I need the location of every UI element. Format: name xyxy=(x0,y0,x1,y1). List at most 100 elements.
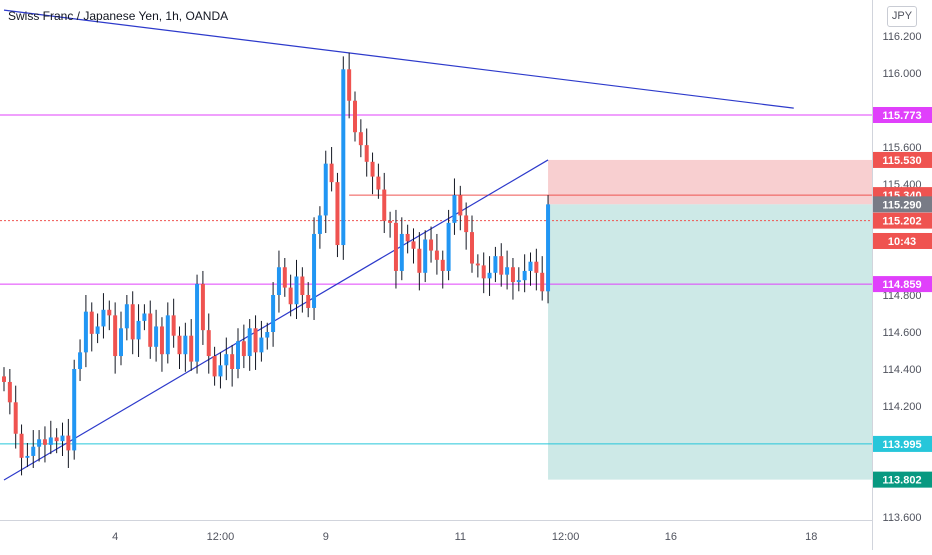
candle-body xyxy=(429,239,434,251)
x-tick-label: 11 xyxy=(455,531,466,543)
candle-body xyxy=(148,313,153,347)
candle-body xyxy=(107,309,112,316)
candle-body xyxy=(7,381,12,403)
candle-body xyxy=(522,270,527,281)
candle-body xyxy=(119,328,123,357)
candle-body xyxy=(370,161,375,177)
candle-body xyxy=(113,315,118,357)
y-tick-label: 114.800 xyxy=(883,290,922,302)
candle-body xyxy=(224,354,229,366)
candle-body xyxy=(241,341,246,357)
candle-body xyxy=(510,267,515,283)
candle-body xyxy=(493,256,498,273)
candle-body xyxy=(48,437,53,445)
candle-body xyxy=(72,369,77,451)
candle-body xyxy=(66,435,71,451)
candle-body xyxy=(177,335,182,355)
candle-body xyxy=(142,313,147,321)
candle-body xyxy=(37,439,42,447)
candle-body xyxy=(89,311,94,334)
candle-body xyxy=(42,439,47,445)
price-label-bg xyxy=(873,232,932,249)
price-label-horizontal-resistance: 115.773 xyxy=(882,110,921,122)
y-tick-label: 114.400 xyxy=(883,364,922,376)
candle-body xyxy=(130,304,135,340)
candle-body xyxy=(312,233,317,308)
candle-body xyxy=(364,145,369,162)
candle-body xyxy=(294,276,299,305)
candle-body xyxy=(101,309,106,327)
candle-body xyxy=(376,176,381,190)
stop-loss-zone xyxy=(548,159,872,205)
candle-body xyxy=(546,204,551,292)
x-tick-label: 12:00 xyxy=(552,531,580,543)
candle-body xyxy=(516,280,521,283)
candle-body xyxy=(95,326,100,334)
candle-body xyxy=(388,221,393,223)
chart-title: Swiss Franc / Japanese Yen, 1h, OANDA xyxy=(8,9,229,23)
y-tick-label: 116.200 xyxy=(883,31,922,43)
candle-body xyxy=(124,304,129,329)
currency-button[interactable]: JPY xyxy=(887,6,917,27)
candle-body xyxy=(2,376,6,382)
candle-body xyxy=(259,337,264,353)
candle-body xyxy=(481,265,486,279)
candle-body xyxy=(341,69,346,246)
candle-body xyxy=(276,267,281,295)
candle-body xyxy=(288,287,293,305)
price-labels: 115.773115.530115.340115.290115.20210:43… xyxy=(873,106,932,488)
price-label-bg xyxy=(873,276,932,293)
candle-body xyxy=(136,320,141,340)
price-label-bg xyxy=(873,106,932,123)
candle-body xyxy=(534,261,539,273)
price-label-bg xyxy=(873,471,932,488)
candle-body xyxy=(446,222,451,271)
drawings xyxy=(0,9,872,481)
candle-body xyxy=(540,272,545,292)
axes: 116.200116.000115.600115.400114.800114.6… xyxy=(0,0,921,550)
candle-body xyxy=(417,248,422,273)
y-tick-label: 114.600 xyxy=(883,327,922,339)
x-tick-label: 16 xyxy=(665,531,677,543)
price-label-bg xyxy=(873,212,932,229)
price-label-horizontal-support: 114.859 xyxy=(882,279,921,291)
candle-body xyxy=(60,435,65,442)
candle-body xyxy=(200,283,205,331)
candle-body xyxy=(393,222,398,271)
candle-body xyxy=(470,232,474,264)
candle-body xyxy=(440,259,445,271)
candle-body xyxy=(13,402,18,434)
price-label-bg xyxy=(873,196,932,213)
candle-body xyxy=(399,233,404,271)
x-tick-label: 18 xyxy=(805,531,817,543)
candle-body xyxy=(434,250,439,260)
candle-body xyxy=(423,239,428,273)
candle-body xyxy=(31,446,36,456)
candle-body xyxy=(212,356,217,377)
candle-body xyxy=(19,433,24,458)
candle-body xyxy=(218,365,223,377)
candle-body xyxy=(358,132,363,146)
x-tick-label: 4 xyxy=(112,531,118,543)
candle-body xyxy=(499,256,504,275)
candle-body xyxy=(306,295,311,308)
x-tick-label: 9 xyxy=(323,531,329,543)
ascending-trendline xyxy=(3,159,549,481)
candle-body xyxy=(411,241,416,249)
candle-body xyxy=(335,182,340,246)
candle-body xyxy=(329,163,334,183)
price-label-countdown: 10:43 xyxy=(888,236,916,248)
candle-body xyxy=(236,341,240,369)
candle-body xyxy=(183,335,188,355)
y-tick-label: 116.000 xyxy=(883,68,922,80)
candle-body xyxy=(206,330,211,357)
price-label-entry: 115.290 xyxy=(882,199,921,211)
candle-body xyxy=(347,69,352,101)
candle-body xyxy=(464,215,469,233)
candle-body xyxy=(528,261,533,271)
candle-body xyxy=(282,267,287,288)
price-label-stop-loss: 115.530 xyxy=(882,155,921,167)
candles xyxy=(2,52,551,476)
candle-body xyxy=(505,267,510,275)
